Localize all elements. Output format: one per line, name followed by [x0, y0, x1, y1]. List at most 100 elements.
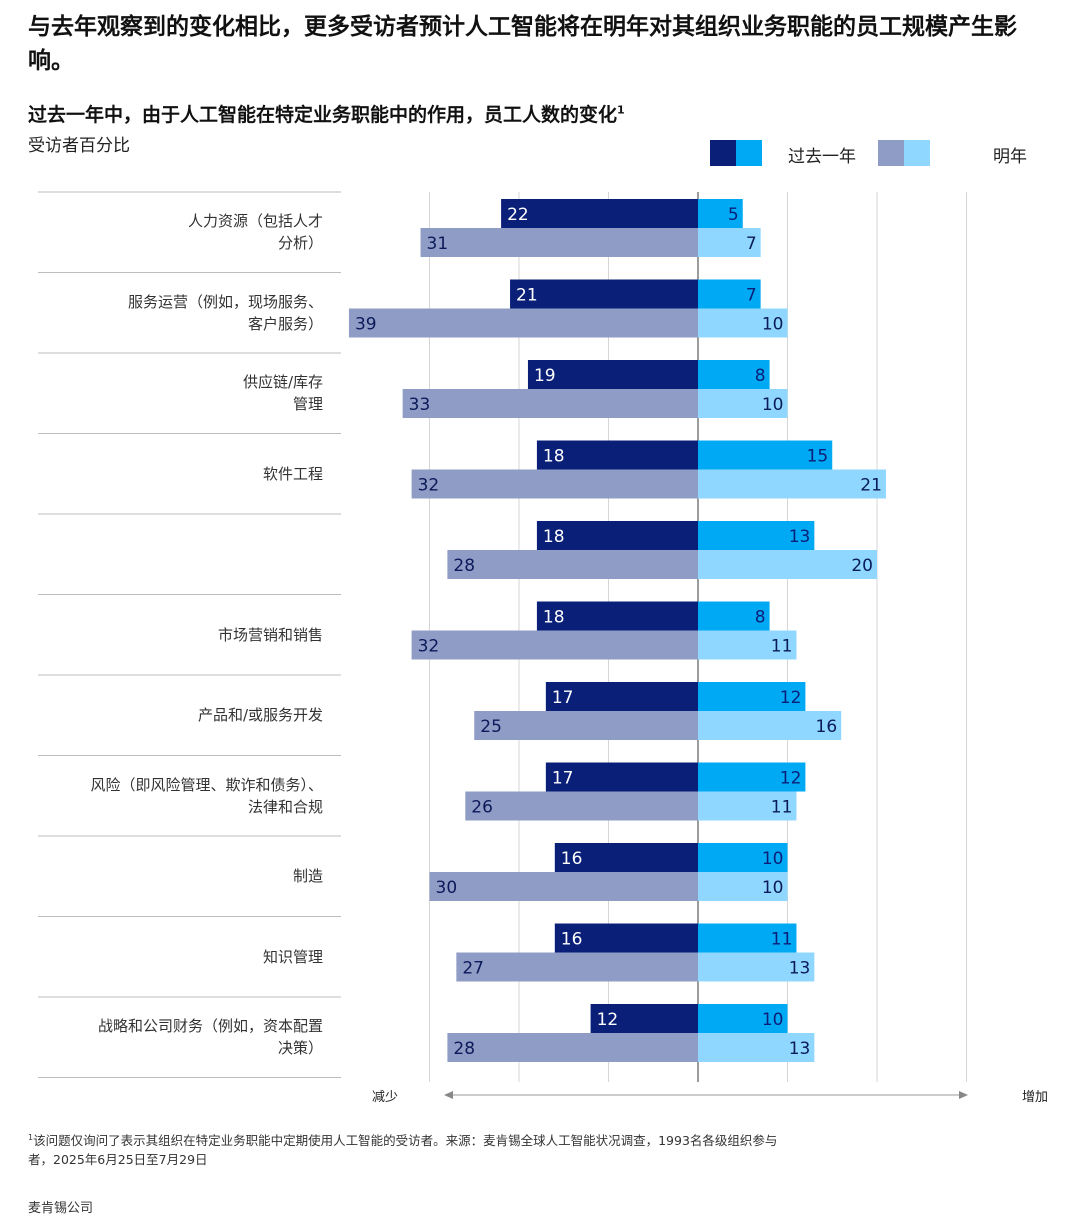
label-past-increase: 10 — [762, 1010, 784, 1030]
label-next-increase: 11 — [771, 637, 793, 657]
source-credit: 麦肯锡公司 — [28, 1201, 94, 1216]
chart-title: 过去一年中，由于人工智能在特定业务职能中的作用，员工人数的变化1 — [28, 100, 625, 127]
bar-past-decrease — [527, 360, 698, 389]
bar-past-increase — [698, 601, 770, 631]
bar-next-decrease — [420, 228, 698, 257]
label-past-decrease: 16 — [561, 930, 583, 950]
label-next-decrease: 31 — [427, 234, 449, 254]
bar-next-increase — [698, 228, 761, 257]
bar-past-increase — [698, 521, 815, 550]
axis-decrease-label: 减少 — [372, 1090, 399, 1105]
label-past-decrease: 17 — [552, 769, 574, 789]
category-label-line: 风险（即风险管理、欺诈和债务）、 — [90, 775, 323, 794]
label-next-increase: 7 — [746, 234, 757, 254]
bar-next-decrease — [402, 389, 698, 418]
bar-past-decrease — [501, 199, 698, 228]
bar-next-decrease — [411, 469, 698, 499]
label-past-increase: 8 — [755, 366, 766, 386]
bar-next-increase — [698, 630, 797, 660]
label-next-increase: 10 — [762, 315, 784, 335]
label-next-increase: 21 — [860, 476, 882, 496]
bar-next-increase — [698, 872, 788, 901]
label-next-increase: 13 — [789, 959, 811, 979]
label-next-decrease: 25 — [480, 717, 502, 737]
bar-past-increase — [698, 682, 806, 711]
category-label-line: 知识管理 — [262, 947, 323, 966]
category-label: 战略和公司财务（例如，资本配置 决策） — [40, 1015, 323, 1059]
label-next-decrease: 32 — [418, 476, 440, 496]
bar-next-decrease — [348, 308, 698, 338]
bar-past-increase — [698, 762, 806, 792]
bar-past-decrease — [545, 762, 698, 792]
label-past-decrease: 19 — [534, 366, 556, 386]
label-next-increase: 13 — [789, 1039, 811, 1059]
category-label-line: 市场营销和销售 — [217, 625, 323, 644]
label-next-decrease: 30 — [436, 878, 458, 898]
category-label-line: 人力资源（包括人才 — [187, 212, 323, 231]
label-next-decrease: 28 — [453, 1039, 475, 1059]
label-next-increase: 20 — [851, 556, 873, 576]
chart-subtitle: 受访者百分比 — [28, 136, 130, 156]
axis-increase-label: 增加 — [1022, 1090, 1049, 1105]
label-past-decrease: 18 — [543, 608, 565, 628]
label-past-increase: 13 — [789, 527, 811, 547]
bar-past-decrease — [536, 521, 698, 550]
bar-past-decrease — [554, 843, 698, 872]
category-label-line: 法律和合规 — [247, 797, 323, 816]
bar-past-increase — [698, 440, 833, 470]
legend-swatch-next-decrease — [878, 140, 904, 166]
headline: 与去年观察到的变化相比，更多受访者预计人工智能将在明年对其组织业务职能的员工规模… — [28, 14, 1017, 74]
category-label-line: 供应链/库存 — [242, 373, 323, 392]
bar-next-decrease — [429, 872, 698, 901]
bar-past-decrease — [554, 923, 698, 953]
bar-past-increase — [698, 1004, 788, 1033]
category-label: 制造 — [40, 865, 323, 887]
label-next-increase: 10 — [762, 878, 784, 898]
label-next-decrease: 33 — [409, 395, 431, 415]
bar-next-decrease — [474, 711, 698, 740]
category-label: 风险（即风险管理、欺诈和债务）、法律和合规 — [40, 774, 323, 818]
legend-swatch-past-decrease — [710, 140, 736, 166]
category-label: 市场营销和销售 — [40, 624, 323, 646]
label-past-increase: 10 — [762, 849, 784, 869]
bar-past-decrease — [536, 440, 698, 470]
bar-next-increase — [698, 389, 788, 418]
label-past-decrease: 17 — [552, 688, 574, 708]
bar-next-decrease — [465, 791, 698, 821]
category-label: 服务运营（例如，现场服务、客户服务） — [40, 291, 323, 335]
category-label: 供应链/库存 管理 — [40, 371, 323, 415]
bar-next-increase — [698, 791, 797, 821]
left-arrow-icon — [444, 1091, 453, 1099]
legend-label-past-year: 过去一年 — [788, 147, 856, 167]
label-past-increase: 7 — [746, 286, 757, 306]
label-past-increase: 12 — [780, 688, 802, 708]
category-label: 人力资源（包括人才分析） — [40, 210, 323, 254]
category-label-line: 分析） — [277, 234, 323, 253]
category-label: 产品和/或服务开发 — [40, 704, 323, 726]
label-next-increase: 10 — [762, 395, 784, 415]
bar-past-decrease — [510, 279, 698, 309]
category-label-line: 客户服务） — [247, 314, 323, 333]
label-next-decrease: 27 — [462, 959, 484, 979]
bar-past-increase — [698, 843, 788, 872]
legend-label-next-year: 明年 — [993, 147, 1027, 167]
label-past-decrease: 18 — [543, 527, 565, 547]
label-past-decrease: 21 — [516, 286, 538, 306]
category-label-line: 产品和/或服务开发 — [197, 706, 323, 725]
legend-swatch-past-increase — [736, 140, 762, 166]
bar-next-increase — [698, 711, 842, 740]
category-label-line: 决策） — [277, 1039, 323, 1058]
category-label-line: 服务运营（例如，现场服务、 — [127, 292, 323, 311]
bar-next-increase — [698, 469, 886, 499]
bar-past-decrease — [536, 601, 698, 631]
label-next-increase: 11 — [771, 798, 793, 818]
label-past-increase: 15 — [807, 447, 829, 467]
bar-next-decrease — [447, 1033, 698, 1062]
bar-next-decrease — [411, 630, 698, 660]
category-label: 知识管理 — [40, 946, 323, 968]
bar-next-increase — [698, 952, 815, 982]
footnote-text: 该问题仅询问了表示其组织在特定业务职能中定期使用人工智能的受访者。来源：麦肯锡全… — [28, 1133, 778, 1168]
label-past-decrease: 12 — [597, 1010, 619, 1030]
label-past-decrease: 22 — [507, 205, 529, 225]
label-past-increase: 12 — [780, 769, 802, 789]
